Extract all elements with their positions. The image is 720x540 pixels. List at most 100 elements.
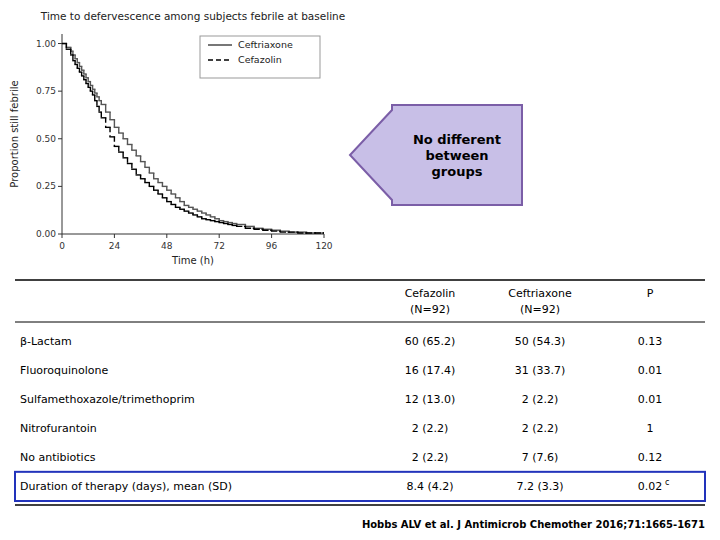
y-tick bbox=[58, 234, 62, 235]
arrow-shape bbox=[350, 105, 522, 205]
annotation: No differentbetweengroups bbox=[413, 132, 501, 179]
x-tick bbox=[324, 234, 325, 238]
table-cell: 7 (7.6) bbox=[522, 451, 559, 464]
x-tick-label: 96 bbox=[266, 241, 278, 251]
annotation-line: No different bbox=[413, 132, 501, 147]
table-row-label: Duration of therapy (days), mean (SD) bbox=[20, 480, 232, 493]
km-step bbox=[315, 232, 324, 233]
km-drop bbox=[114, 120, 115, 128]
km-drop bbox=[109, 112, 110, 120]
km-drop bbox=[149, 167, 150, 173]
table-rule bbox=[15, 322, 705, 323]
km-step bbox=[245, 228, 254, 229]
km-drop bbox=[144, 162, 145, 168]
km-step bbox=[272, 230, 281, 231]
table-cell: 1 bbox=[647, 422, 654, 435]
km-drop bbox=[114, 137, 115, 147]
y-tick-label: 0.50 bbox=[36, 134, 56, 144]
legend: CeftriaxoneCefazolin bbox=[200, 36, 320, 78]
title: Time to defervescence among subjects feb… bbox=[40, 10, 345, 22]
x-tick-label: 48 bbox=[161, 241, 173, 251]
km-drop bbox=[105, 104, 106, 112]
km-step bbox=[245, 226, 254, 227]
km-drop bbox=[70, 49, 71, 55]
table-row-label: No antibiotics bbox=[20, 451, 96, 464]
table-cell: 2 (2.2) bbox=[522, 393, 559, 406]
table-header: P bbox=[647, 287, 654, 300]
km-drop bbox=[96, 101, 97, 107]
km-drop bbox=[101, 112, 102, 118]
table-cell-superscript: c bbox=[665, 478, 669, 487]
table-row-label: Fluoroquinolone bbox=[20, 364, 109, 377]
km-step bbox=[298, 231, 307, 232]
km-drop bbox=[66, 44, 67, 50]
y-tick-label: 0.25 bbox=[36, 181, 56, 191]
km-drop bbox=[94, 95, 95, 101]
y-tick bbox=[58, 91, 62, 92]
table-cell: 8.4 (4.2) bbox=[406, 480, 453, 493]
y-tick-label: 0.75 bbox=[36, 86, 56, 96]
km-drop bbox=[127, 158, 128, 164]
km-drop bbox=[72, 55, 73, 61]
x-axis-label: Time (h) bbox=[171, 255, 214, 266]
annotation-line: between bbox=[425, 148, 488, 163]
table-rule bbox=[15, 279, 705, 281]
km-step bbox=[315, 232, 324, 233]
x-tick bbox=[114, 234, 115, 238]
km-drop bbox=[118, 127, 119, 133]
table-cell: 0.01 bbox=[638, 393, 663, 406]
background bbox=[0, 0, 720, 540]
km-drop bbox=[118, 146, 119, 152]
y-tick-label: 1.00 bbox=[36, 39, 56, 49]
table-row-label: Sulfamethoxazole/trimethoprim bbox=[20, 393, 195, 406]
y-tick-label: 0.00 bbox=[36, 229, 56, 239]
y-tick bbox=[58, 138, 62, 139]
table-header: Ceftriaxone bbox=[508, 287, 572, 300]
citation: Hobbs ALV et al. J Antimicrob Chemother … bbox=[362, 519, 705, 530]
km-step bbox=[237, 226, 246, 227]
km-drop bbox=[122, 133, 123, 139]
km-step bbox=[289, 231, 298, 232]
legend-swatch bbox=[208, 44, 232, 46]
table: Cefazolin(N=92)Ceftriaxone(N=92)Pβ-Lacta… bbox=[15, 280, 705, 505]
table-cell: 12 (13.0) bbox=[405, 393, 456, 406]
x-tick bbox=[62, 234, 63, 238]
table-cell: 2 (2.2) bbox=[412, 451, 449, 464]
x-tick-label: 120 bbox=[315, 241, 332, 251]
x-tick-label: 0 bbox=[59, 241, 65, 251]
table-cell: 0.12 bbox=[638, 451, 663, 464]
y-tick bbox=[58, 43, 62, 44]
arrow-annotation: No differentbetweengroups bbox=[350, 105, 522, 205]
km-drop bbox=[136, 150, 137, 156]
y-axis bbox=[62, 34, 63, 234]
table-row-label: Nitrofurantoin bbox=[20, 422, 97, 435]
table-cell: 0.01 bbox=[638, 364, 663, 377]
x-tick bbox=[166, 234, 167, 238]
x-tick-label: 72 bbox=[213, 241, 224, 251]
x-tick-label: 24 bbox=[109, 241, 121, 251]
table-rule bbox=[15, 504, 705, 506]
y-tick bbox=[58, 186, 62, 187]
km-drop bbox=[131, 164, 132, 170]
table-cell: 2 (2.2) bbox=[412, 422, 449, 435]
km-drop bbox=[122, 152, 123, 158]
km-drop bbox=[136, 169, 137, 175]
x-axis bbox=[62, 234, 324, 235]
table-cell: 60 (65.2) bbox=[405, 335, 456, 348]
table-cell: 7.2 (3.3) bbox=[516, 480, 563, 493]
km-step bbox=[298, 232, 307, 233]
table-cell: 31 (33.7) bbox=[515, 364, 566, 377]
chart: Time to defervescence among subjects feb… bbox=[0, 0, 720, 540]
km-drop bbox=[153, 173, 154, 179]
x-tick bbox=[271, 234, 272, 238]
km-step bbox=[307, 232, 316, 233]
table-header: Cefazolin bbox=[405, 287, 456, 300]
table-cell: 16 (17.4) bbox=[405, 364, 456, 377]
km-drop bbox=[109, 127, 110, 137]
km-drop bbox=[131, 144, 132, 150]
y-axis-label: Proportion still febrile bbox=[9, 80, 20, 187]
km-step bbox=[263, 229, 272, 230]
km-drop bbox=[98, 106, 99, 112]
km-step bbox=[237, 224, 246, 225]
x-tick bbox=[219, 234, 220, 238]
